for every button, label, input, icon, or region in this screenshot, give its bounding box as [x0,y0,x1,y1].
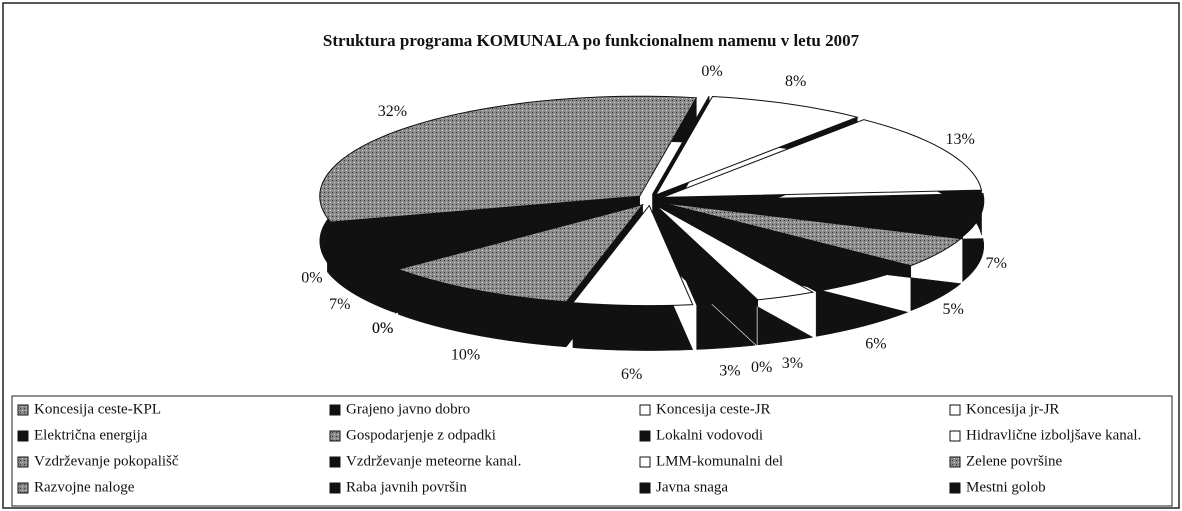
slice-unit: % [994,255,1007,272]
slice-label: 3% [719,362,740,379]
legend-label: Koncesija jr-JR [966,401,1059,417]
slice-label: 0% [372,320,393,337]
slice-value: 7 [986,255,994,272]
slice-unit: % [727,362,740,379]
slice [663,192,985,238]
slice [658,203,910,292]
legend-label: Gospodarjenje z odpadki [346,427,496,443]
legend-label: Javna snaga [656,479,728,495]
slice-unit: % [380,320,393,337]
slice-value: 0 [701,63,709,80]
legend-swatch [17,482,29,494]
legend-swatch [949,482,961,494]
slice [652,95,710,195]
legend-label: Hidravlične izboljšave kanal. [966,427,1141,443]
legend-label: Električna energija [34,427,148,443]
slice-unit: % [759,359,772,376]
legend-swatch [17,456,29,468]
slice-value: 3 [782,354,790,371]
legend-swatch [949,456,961,468]
slice [327,202,638,268]
slice [662,119,983,198]
legend-box [11,395,1173,507]
legend-swatch [949,404,961,416]
legend-label: Zelene površine [966,453,1063,469]
legend-label: Grajeno javno dobro [346,401,470,417]
slice-unit: % [337,296,350,313]
slice [654,204,757,301]
legend-swatch [17,430,29,442]
slice-label: 8% [785,72,806,89]
slice-unit: % [629,365,642,382]
slice-label: 7% [329,296,350,313]
slice-unit: % [873,335,886,352]
slice-unit: % [394,103,407,120]
slice-label: 0% [372,320,393,337]
legend-label: Vzdrževanje meteorne kanal. [346,453,521,469]
legend-swatch [329,456,341,468]
slice-label: 10% [451,346,480,363]
chart-title: Struktura programa KOMUNALA po funkciona… [323,31,860,50]
slice-value: 10 [451,346,467,363]
legend-swatch [329,430,341,442]
legend-label: Mestni golob [966,479,1046,495]
legend-swatch [17,404,29,416]
slice-value: 5 [942,301,950,318]
slice-label: 6% [621,365,642,382]
slice-label: 0% [301,269,322,286]
slice-value: 6 [621,365,629,382]
slice-value: 13 [946,130,962,147]
slice-value: 8 [785,72,793,89]
slice [654,95,859,196]
slice-unit: % [467,346,480,363]
slice-value: 0 [301,269,309,286]
legend-label: Razvojne naloge [34,479,135,495]
slice-unit: % [709,63,722,80]
legend-swatch [639,456,651,468]
slice-label: 13% [946,130,975,147]
slice-unit: % [950,301,963,318]
slice-value: 7 [329,296,337,313]
slice-value: 0 [372,320,380,337]
legend-label: Koncesija ceste-JR [656,401,771,417]
legend-label: Vzdrževanje pokopališč [34,453,179,469]
legend-swatch [639,482,651,494]
legend-label: Koncesija ceste-KPL [34,401,161,417]
slice-label: 0% [751,359,772,376]
slice [655,204,815,301]
slice [327,200,637,228]
legend-swatch [639,404,651,416]
legend-swatch [329,404,341,416]
slice-label: 5% [942,301,963,318]
legend-swatch [329,482,341,494]
slice [652,205,757,306]
slice [396,203,644,303]
slice-value: 0 [372,320,380,337]
legend-swatch [639,430,651,442]
slice [662,202,963,267]
slice-unit: % [309,269,322,286]
slice-label: 6% [865,335,886,352]
slice-unit: % [962,130,975,147]
legend-label: LMM-komunalni del [656,453,783,469]
slice-label: 0% [701,63,722,80]
legend-label: Raba javnih površin [346,479,467,495]
slice-unit: % [793,72,806,89]
slice-unit: % [790,354,803,371]
slice-value: 3 [719,362,727,379]
slice-value: 6 [865,335,873,352]
slice-value: 32 [378,103,394,120]
slice-label: 7% [986,255,1007,272]
slice-label: 3% [782,354,803,371]
slice [571,204,694,307]
slice-value: 0 [751,359,759,376]
legend-label: Lokalni vodovodi [656,427,763,443]
slice-label: 32% [378,103,407,120]
legend-swatch [949,430,961,442]
slice-unit: % [380,320,393,337]
slice [319,95,698,223]
